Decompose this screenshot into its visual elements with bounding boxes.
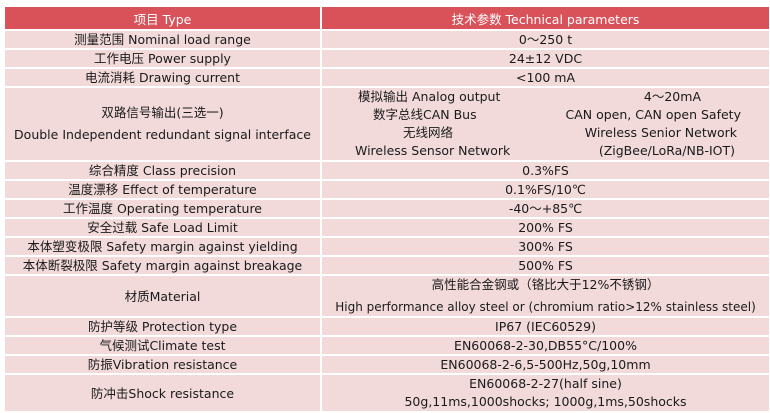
table-row: 测量范围 Nominal load range 0～250 t <box>5 31 769 48</box>
table-row: 本体断裂极限 Safety margin against breakage 50… <box>5 257 769 274</box>
sub-value: (ZigBee/LoRa/NB-IOT) <box>598 143 735 158</box>
spec-table: 项目 Type 技术参数 Technical parameters 测量范围 N… <box>3 5 770 413</box>
signal-sub-row: 无线网络 Wireless Senior Network <box>322 124 769 142</box>
row-value-line2: 50g,11ms,1000shocks; 1000g,1ms,50shocks <box>404 394 687 409</box>
row-value: 200% FS <box>322 219 769 236</box>
table-row-signal: 双路信号输出(三选一) Double Independent redundant… <box>5 88 769 160</box>
row-label: 防冲击Shock resistance <box>5 375 320 411</box>
sub-name: 模拟输出 Analog output <box>358 89 501 104</box>
row-label: 双路信号输出(三选一) Double Independent redundant… <box>5 88 320 160</box>
row-value: 24±12 VDC <box>322 50 769 67</box>
row-label: 防振Vibration resistance <box>5 356 320 373</box>
sub-name: 无线网络 <box>403 125 454 140</box>
row-value-line2: High performance alloy steel or (chromiu… <box>335 300 756 314</box>
spec-table-container: 项目 Type 技术参数 Technical parameters 测量范围 N… <box>3 5 770 413</box>
table-row: 安全过载 Safe Load Limit 200% FS <box>5 219 769 236</box>
row-label: 综合精度 Class precision <box>5 162 320 179</box>
row-value: 模拟输出 Analog output 4～20mA 数字总线CAN Bus CAN … <box>322 88 769 160</box>
row-label: 工作电压 Power supply <box>5 50 320 67</box>
row-label: 本体断裂极限 Safety margin against breakage <box>5 257 320 274</box>
table-row: 电流消耗 Drawing current <100 mA <box>5 69 769 86</box>
row-label-cn: 双路信号输出(三选一) <box>101 105 224 120</box>
signal-sub-row: 数字总线CAN Bus CAN open, CAN open Safety <box>322 106 769 124</box>
row-value: 0.3%FS <box>322 162 769 179</box>
table-row: 工作温度 Operating temperature -40～+85℃ <box>5 200 769 217</box>
table-row: 综合精度 Class precision 0.3%FS <box>5 162 769 179</box>
table-header-row: 项目 Type 技术参数 Technical parameters <box>5 7 769 29</box>
row-value: 0～250 t <box>322 31 769 48</box>
row-value: EN60068-2-27(half sine) 50g,11ms,1000sho… <box>322 375 769 411</box>
row-value: IP67 (IEC60529) <box>322 318 769 335</box>
row-label: 材质Material <box>5 276 320 316</box>
sub-value: Wireless Senior Network <box>584 125 737 140</box>
row-value: 高性能合金钢或（铬比大于12%不锈钢） High performance all… <box>322 276 769 316</box>
header-type: 项目 Type <box>5 7 320 29</box>
row-value-line1: EN60068-2-27(half sine) <box>469 376 622 391</box>
row-value: 300% FS <box>322 238 769 255</box>
row-label: 气候测试Climate test <box>5 337 320 354</box>
table-row: 工作电压 Power supply 24±12 VDC <box>5 50 769 67</box>
table-row: 本体塑变极限 Safety margin against yielding 30… <box>5 238 769 255</box>
table-row: 温度漂移 Effect of temperature 0.1%FS/10℃ <box>5 181 769 198</box>
row-value: EN60068-2-6,5-500Hz,50g,10mm <box>322 356 769 373</box>
sub-value: CAN open, CAN open Safety <box>565 107 741 122</box>
row-value: 500% FS <box>322 257 769 274</box>
row-value: <100 mA <box>322 69 769 86</box>
row-label: 本体塑变极限 Safety margin against yielding <box>5 238 320 255</box>
row-value: -40～+85℃ <box>322 200 769 217</box>
row-value: 0.1%FS/10℃ <box>322 181 769 198</box>
header-parameters: 技术参数 Technical parameters <box>322 7 769 29</box>
row-label: 电流消耗 Drawing current <box>5 69 320 86</box>
signal-sub-row: 模拟输出 Analog output 4～20mA <box>322 88 769 106</box>
sub-value: 4～20mA <box>643 89 701 104</box>
table-row: 气候测试Climate test EN60068-2-30,DB55°C/100… <box>5 337 769 354</box>
row-value-line1: 高性能合金钢或（铬比大于12%不锈钢） <box>431 277 660 292</box>
row-label: 工作温度 Operating temperature <box>5 200 320 217</box>
table-row-shock: 防冲击Shock resistance EN60068-2-27(half si… <box>5 375 769 411</box>
table-row: 防护等级 Protection type IP67 (IEC60529) <box>5 318 769 335</box>
sub-name: 数字总线CAN Bus <box>373 107 477 122</box>
row-label: 温度漂移 Effect of temperature <box>5 181 320 198</box>
row-label-en: Double Independent redundant signal inte… <box>14 127 311 142</box>
row-label: 测量范围 Nominal load range <box>5 31 320 48</box>
table-row: 防振Vibration resistance EN60068-2-6,5-500… <box>5 356 769 373</box>
row-label: 安全过载 Safe Load Limit <box>5 219 320 236</box>
table-row-material: 材质Material 高性能合金钢或（铬比大于12%不锈钢） High perf… <box>5 276 769 316</box>
row-label: 防护等级 Protection type <box>5 318 320 335</box>
row-value: EN60068-2-30,DB55°C/100% <box>322 337 769 354</box>
signal-sub-row: Wireless Sensor Network (ZigBee/LoRa/NB-I… <box>322 142 769 160</box>
sub-name: Wireless Sensor Network <box>355 143 511 158</box>
